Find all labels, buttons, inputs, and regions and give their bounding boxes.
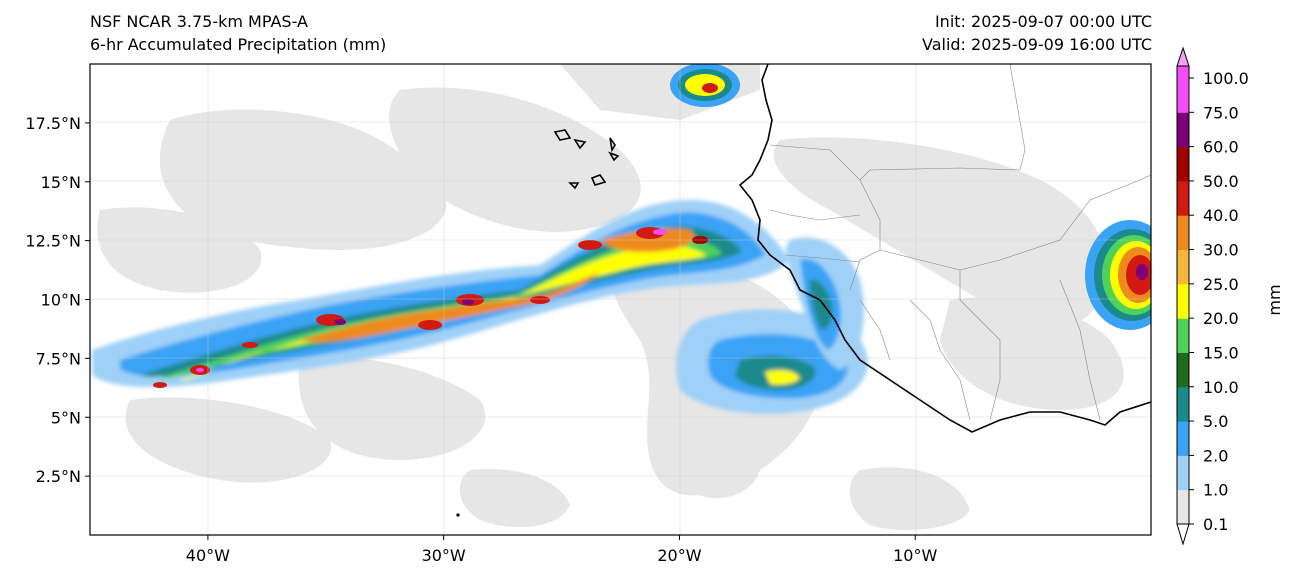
colorbar-segment [1177, 66, 1189, 78]
colorbar-frame [1176, 65, 1190, 525]
lat-tick-label: 2.5°N [36, 467, 81, 486]
lat-tick-label: 7.5°N [36, 349, 81, 368]
lon-tick-label: 30°W [422, 546, 466, 565]
light-precip-areas [97, 64, 1124, 530]
colorbar-segment [1177, 455, 1189, 491]
lat-tick-label: 5°N [51, 408, 81, 427]
colorbar-label: 50.0 [1203, 172, 1239, 191]
lat-axis: 2.5°N 5°N 7.5°N 10°N 12.5°N 15°N 17.5°N [25, 114, 90, 486]
northern-cell [670, 64, 740, 107]
colorbar-segment [1177, 112, 1189, 148]
lat-tick-label: 10°N [41, 291, 81, 310]
colorbar: 0.1 1.0 2.0 5.0 10.0 15.0 20.0 25.0 30.0 40.0 50.0… [1176, 46, 1249, 546]
coastal-rain [676, 237, 868, 414]
colorbar-label: 60.0 [1203, 138, 1239, 157]
coastline [553, 64, 1151, 433]
colorbar-label: 1.0 [1203, 481, 1228, 500]
eastern-storm [1085, 220, 1151, 330]
colorbar-segment [1177, 283, 1189, 319]
colorbar-segment [1177, 352, 1189, 388]
colorbar-label: 10.0 [1203, 378, 1239, 397]
gridlines [90, 64, 1151, 535]
colorbar-label: 5.0 [1203, 412, 1228, 431]
rain-band [92, 200, 790, 387]
colorbar-label: 15.0 [1203, 343, 1239, 362]
colorbar-segment [1177, 180, 1189, 216]
lon-tick-label: 20°W [657, 546, 701, 565]
colorbar-label: 25.0 [1203, 275, 1239, 294]
colorbar-label: 2.0 [1203, 446, 1228, 465]
colorbar-label: 20.0 [1203, 309, 1239, 328]
colorbar-segment [1177, 249, 1189, 285]
lon-axis: 40°W 30°W 20°W 10°W [186, 535, 937, 565]
valid-time: Valid: 2025-09-09 16:00 UTC [921, 35, 1152, 54]
colorbar-label: 30.0 [1203, 241, 1239, 260]
lon-tick-label: 40°W [186, 546, 230, 565]
colorbar-over-arrow [1176, 46, 1190, 67]
lat-tick-label: 12.5°N [25, 232, 81, 251]
intense-cells [153, 227, 708, 388]
model-title: NSF NCAR 3.75-km MPAS-A [90, 12, 308, 31]
colorbar-segment [1177, 318, 1189, 353]
lat-tick-label: 15°N [41, 173, 81, 192]
colorbar-label: 0.1 [1203, 515, 1228, 534]
island-dot [456, 513, 460, 517]
lat-tick-label: 17.5°N [25, 114, 81, 133]
colorbar-label: 75.0 [1203, 103, 1239, 122]
colorbar-segment [1177, 421, 1189, 456]
init-time: Init: 2025-09-07 00:00 UTC [934, 12, 1152, 31]
field-title: 6-hr Accumulated Precipitation (mm) [90, 35, 387, 54]
map-content [90, 64, 1151, 535]
colorbar-segment [1177, 386, 1189, 422]
colorbar-unit-label: mm [1265, 284, 1284, 315]
colorbar-under-arrow [1176, 523, 1190, 546]
colorbar-segment [1177, 489, 1189, 525]
colorbar-label: 40.0 [1203, 206, 1239, 225]
colorbar-segment [1177, 215, 1189, 251]
lon-tick-label: 10°W [893, 546, 937, 565]
country-borders [769, 64, 1151, 421]
colorbar-segment [1177, 78, 1189, 113]
colorbar-label: 100.0 [1203, 69, 1249, 88]
colorbar-segment [1177, 146, 1189, 182]
